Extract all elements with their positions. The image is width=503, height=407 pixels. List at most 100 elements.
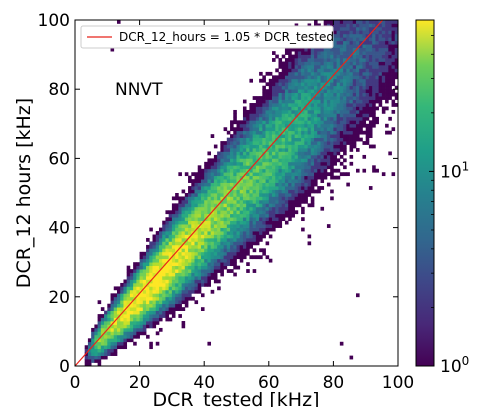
heatmap-cell — [146, 272, 150, 277]
heatmap-cell — [217, 168, 221, 173]
heatmap-cell — [326, 172, 331, 177]
heatmap-cell — [220, 241, 224, 246]
heatmap-cell — [284, 182, 289, 187]
heatmap-cell — [194, 186, 199, 190]
heatmap-cell — [226, 161, 231, 166]
heatmap-cell — [278, 144, 283, 149]
heatmap-cell — [171, 220, 176, 225]
heatmap-cell — [175, 231, 179, 235]
heatmap-cell — [275, 210, 279, 215]
heatmap-cell — [297, 92, 302, 97]
heatmap-cell — [265, 120, 270, 125]
heatmap-cell — [304, 172, 308, 177]
heatmap-cell — [330, 134, 334, 138]
heatmap-cell — [346, 23, 350, 28]
heatmap-cell — [275, 141, 279, 145]
heatmap-cell — [181, 255, 186, 260]
heatmap-cell — [304, 168, 308, 173]
heatmap-cell — [165, 269, 170, 273]
heatmap-cell — [314, 189, 318, 194]
heatmap-cell — [100, 341, 105, 346]
heatmap-cell — [146, 286, 150, 291]
heatmap-cell — [310, 179, 315, 183]
heatmap-cell — [184, 282, 189, 287]
heatmap-cell — [175, 220, 179, 225]
heatmap-cell — [275, 224, 279, 228]
heatmap-cell — [262, 161, 266, 166]
heatmap-cell — [275, 130, 279, 135]
heatmap-cell — [320, 123, 325, 128]
heatmap-cell — [320, 144, 325, 149]
heatmap-cell — [233, 158, 237, 163]
heatmap-cell — [139, 314, 144, 318]
heatmap-cell — [291, 210, 295, 215]
heatmap-cell — [178, 217, 182, 222]
heatmap-cell — [346, 37, 350, 42]
heatmap-cell — [301, 99, 305, 104]
heatmap-cell — [356, 61, 360, 66]
heatmap-cell — [349, 127, 354, 132]
heatmap-cell — [197, 282, 202, 287]
heatmap-cell — [307, 123, 312, 128]
heatmap-cell — [162, 231, 166, 235]
heatmap-cell — [233, 272, 237, 277]
heatmap-cell — [394, 85, 398, 90]
heatmap-cell — [226, 199, 231, 204]
heatmap-cell — [330, 109, 334, 114]
heatmap-cell — [255, 165, 260, 170]
heatmap-cell — [217, 255, 221, 260]
heatmap-cell — [359, 30, 363, 35]
heatmap-cell — [213, 224, 218, 228]
heatmap-cell — [178, 234, 182, 239]
heatmap-cell — [275, 123, 279, 128]
heatmap-cell — [175, 241, 179, 246]
heatmap-cell — [381, 71, 386, 76]
heatmap-cell — [284, 47, 289, 52]
heatmap-cell — [284, 175, 289, 180]
heatmap-cell — [158, 279, 163, 284]
heatmap-cell — [330, 54, 334, 59]
heatmap-cell — [265, 189, 270, 194]
heatmap-cell — [223, 244, 228, 249]
heatmap-cell — [230, 237, 234, 242]
heatmap-cell — [294, 120, 299, 125]
heatmap-cell — [272, 144, 276, 149]
heatmap-cell — [165, 251, 170, 256]
heatmap-cell — [230, 193, 234, 197]
heatmap-cell — [210, 172, 215, 177]
heatmap-cell — [87, 348, 92, 353]
heatmap-cell — [116, 338, 121, 343]
heatmap-cell — [278, 99, 283, 104]
heatmap-cell — [207, 217, 212, 222]
heatmap-cell — [155, 237, 160, 242]
heatmap-cell — [230, 168, 234, 173]
heatmap-cell — [255, 227, 260, 232]
heatmap-cell — [288, 103, 292, 107]
heatmap-cell — [123, 327, 128, 332]
heatmap-cell — [152, 262, 157, 267]
heatmap-cell — [197, 227, 202, 232]
heatmap-cell — [226, 231, 231, 235]
heatmap-cell — [301, 85, 305, 90]
heatmap-cell — [236, 213, 241, 218]
heatmap-cell — [136, 289, 140, 294]
heatmap-cell — [291, 182, 295, 187]
heatmap-cell — [213, 248, 218, 253]
heatmap-cell — [236, 134, 241, 138]
heatmap-cell — [281, 196, 286, 201]
heatmap-cell — [223, 262, 228, 267]
heatmap-cell — [239, 210, 244, 215]
heatmap-cell — [385, 130, 389, 135]
heatmap-cell — [91, 331, 95, 336]
heatmap-cell — [272, 179, 276, 183]
heatmap-cell — [378, 75, 383, 80]
heatmap-cell — [165, 234, 170, 239]
heatmap-cell — [236, 158, 241, 163]
heatmap-cell — [210, 265, 215, 270]
heatmap-cell — [100, 338, 105, 343]
heatmap-cell — [333, 92, 337, 97]
heatmap-cell — [171, 310, 176, 315]
heatmap-cell — [162, 293, 166, 298]
heatmap-cell — [307, 71, 312, 76]
heatmap-cell — [133, 293, 137, 298]
